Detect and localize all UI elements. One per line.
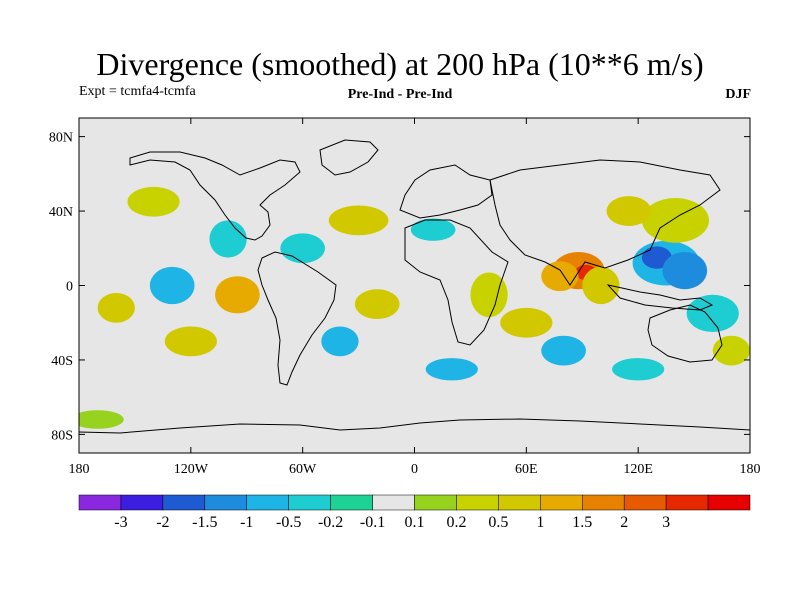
colorbar-swatch	[246, 494, 289, 511]
divergence-blob	[541, 261, 579, 292]
colorbar-label: 0.2	[446, 514, 466, 531]
x-tick-label: 120W	[174, 462, 209, 477]
x-tick-label: 180	[69, 462, 90, 477]
divergence-blob	[149, 266, 195, 305]
colorbar-swatch	[204, 494, 247, 511]
colorbar-swatch	[162, 494, 206, 511]
y-tick-label: 80S	[51, 428, 73, 443]
x-tick-label: 180	[740, 462, 761, 477]
longitude-axis: 180 120W 60W 0 60E 120E 180	[69, 118, 761, 477]
asia-coast	[489, 159, 721, 286]
divergence-blob	[606, 196, 652, 226]
australia-coast	[647, 304, 723, 363]
x-tick-label: 60E	[515, 462, 538, 477]
colorbar-label: 2	[620, 514, 628, 531]
colorbar-label: -2	[156, 514, 169, 531]
colorbar-label: 3	[662, 514, 670, 531]
colorbar-swatch	[665, 494, 709, 511]
x-tick-label: 0	[411, 462, 418, 477]
divergence-blob	[215, 276, 260, 314]
colorbar-label: -0.1	[360, 514, 385, 531]
colorbar-swatch	[456, 494, 499, 511]
divergence-blob	[280, 233, 326, 264]
divergence-blob	[541, 335, 586, 366]
divergence-blob	[410, 218, 456, 241]
colorbar-swatch	[623, 494, 667, 511]
comparison-label: Pre-Ind - Pre-Ind	[347, 87, 453, 102]
divergence-blob	[641, 246, 672, 269]
colorbar-swatch	[707, 494, 751, 511]
africa-coast	[404, 219, 509, 346]
divergence-blob	[321, 326, 359, 357]
season-label: DJF	[725, 87, 751, 102]
north-america-coast	[129, 151, 301, 241]
divergence-blob	[164, 326, 217, 357]
greenland-coast	[319, 139, 379, 176]
x-tick-label: 120E	[623, 462, 653, 477]
colorbar-label: -1.5	[192, 514, 217, 531]
colorbar-label: 0.5	[488, 514, 508, 531]
divergence-blob	[662, 252, 708, 290]
colorbar-label: 1.5	[572, 514, 592, 531]
colorbar: -3 -2 -1.5 -1 -0.5 -0.2 -0.1 0.1 0.2 0.5 1 1.5 2 3	[78, 494, 751, 531]
maritime-continent-coast	[606, 284, 714, 311]
colorbar-swatch	[78, 494, 122, 511]
latitude-axis: 80N 40N 0 40S 80S	[49, 131, 750, 443]
y-tick-label: 40N	[49, 205, 73, 220]
divergence-blob	[470, 272, 508, 318]
antarctica-coast	[79, 418, 750, 434]
colorbar-swatch	[498, 494, 541, 511]
divergence-blob	[425, 358, 478, 381]
divergence-blob	[354, 289, 400, 319]
y-tick-label: 80N	[49, 131, 73, 146]
divergence-blob	[127, 186, 180, 217]
x-tick-label: 60W	[289, 462, 317, 477]
colorbar-swatch	[540, 494, 583, 511]
divergence-blob	[79, 410, 124, 429]
south-america-coast	[257, 251, 337, 386]
divergence-blob	[97, 292, 135, 323]
colorbar-label: 0.1	[405, 514, 425, 531]
colorbar-label: -0.5	[276, 514, 301, 531]
colorbar-swatch	[582, 494, 625, 511]
divergence-blob	[209, 220, 247, 258]
colorbar-swatch	[120, 494, 164, 511]
coastlines	[79, 139, 750, 434]
divergence-blob	[328, 205, 389, 236]
y-tick-label: 0	[66, 280, 73, 295]
divergence-blob	[582, 266, 620, 305]
divergence-blob	[612, 358, 665, 381]
colorbar-label: -1	[240, 514, 253, 531]
colorbar-swatch	[288, 494, 331, 511]
colorbar-swatch	[372, 494, 415, 511]
divergence-blob	[641, 198, 709, 243]
colorbar-label: -3	[114, 514, 127, 531]
colorbar-label: 1	[536, 514, 544, 531]
divergence-blob	[500, 307, 553, 338]
colorbar-swatch	[330, 494, 373, 511]
divergence-blob	[686, 294, 739, 333]
colorbar-swatch	[414, 494, 457, 511]
y-tick-label: 40S	[51, 354, 73, 369]
experiment-label: Expt = tcmfa4-tcmfa	[79, 84, 196, 99]
plot-title: Divergence (smoothed) at 200 hPa (10**6 …	[96, 46, 704, 82]
divergence-field	[79, 186, 750, 429]
colorbar-label: -0.2	[318, 514, 343, 531]
